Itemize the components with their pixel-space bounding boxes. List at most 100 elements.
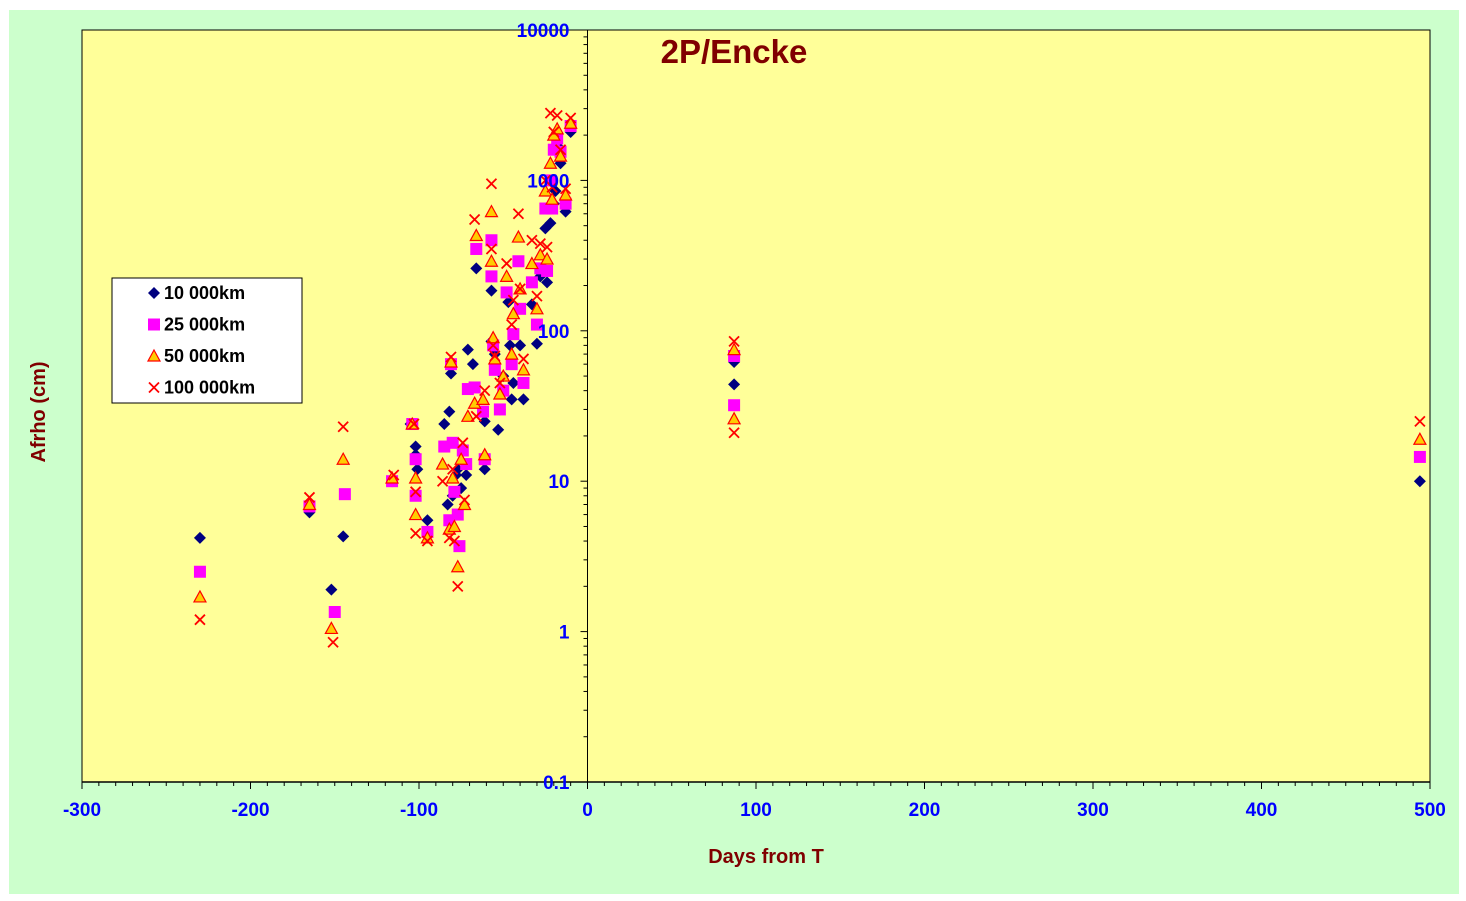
data-point xyxy=(478,415,491,428)
data-point xyxy=(444,354,459,368)
data-point xyxy=(303,506,316,519)
data-point xyxy=(328,605,341,618)
data-point xyxy=(452,580,464,592)
data-point xyxy=(409,453,422,466)
data-point xyxy=(408,507,423,521)
data-point xyxy=(435,456,450,470)
data-point xyxy=(479,385,491,397)
y-tick-label: 100 xyxy=(538,322,570,343)
y-tick-label: 10000 xyxy=(517,21,570,42)
data-point xyxy=(525,276,538,289)
data-point xyxy=(543,156,558,169)
data-point xyxy=(411,463,424,476)
data-point xyxy=(194,614,206,626)
data-point xyxy=(446,436,459,449)
data-point xyxy=(1413,475,1426,488)
legend-label: 50 000km xyxy=(164,346,245,366)
data-point xyxy=(494,377,506,389)
data-point xyxy=(485,178,498,190)
data-point xyxy=(485,284,498,297)
data-point xyxy=(546,181,558,193)
legend: 10 000km 25 000km 50 000km 100 000km xyxy=(111,277,303,404)
data-point xyxy=(544,107,557,119)
data-point xyxy=(486,330,501,344)
legend-marker xyxy=(146,348,162,362)
data-point xyxy=(336,451,351,465)
data-point xyxy=(728,335,740,348)
legend-marker xyxy=(148,318,160,331)
data-point xyxy=(554,144,567,156)
series-3 xyxy=(192,115,1427,635)
data-point xyxy=(541,241,553,253)
data-point xyxy=(484,204,499,218)
data-point xyxy=(324,621,339,635)
data-point xyxy=(409,440,422,453)
y-axis-title: Afrho (cm) xyxy=(28,361,50,462)
data-point xyxy=(461,343,474,356)
data-point xyxy=(327,636,339,648)
data-point xyxy=(493,403,506,416)
data-point xyxy=(445,351,457,363)
data-point xyxy=(505,358,518,371)
data-point xyxy=(1413,450,1426,463)
y-tick-label: 1 xyxy=(559,623,570,644)
data-point xyxy=(507,328,520,341)
legend-marker xyxy=(148,381,160,394)
data-point xyxy=(457,437,469,449)
data-point xyxy=(553,148,568,162)
data-point xyxy=(460,468,473,481)
data-point xyxy=(303,491,316,504)
data-point xyxy=(530,337,543,350)
legend-marker xyxy=(148,287,160,299)
data-point xyxy=(512,255,525,268)
x-tick-label: 500 xyxy=(1414,800,1446,821)
data-point xyxy=(470,262,483,275)
data-point xyxy=(409,527,422,539)
data-point xyxy=(514,283,526,295)
data-point xyxy=(454,451,469,465)
data-point xyxy=(506,318,518,331)
plot-area xyxy=(81,29,1431,783)
data-point xyxy=(534,237,546,250)
data-point xyxy=(445,367,458,380)
data-point xyxy=(468,213,481,226)
y-tick-label: 0.1 xyxy=(543,773,570,794)
data-point xyxy=(466,358,479,371)
data-point xyxy=(470,410,482,422)
data-point xyxy=(504,346,519,360)
data-point xyxy=(436,475,449,487)
data-point xyxy=(559,183,572,195)
data-point xyxy=(499,269,514,282)
data-point xyxy=(192,589,207,603)
data-point xyxy=(485,234,498,247)
data-point xyxy=(468,381,481,394)
data-point xyxy=(541,276,554,289)
data-point xyxy=(441,498,454,511)
data-point xyxy=(443,405,456,418)
data-points xyxy=(192,107,1427,648)
data-point xyxy=(447,519,462,533)
data-point xyxy=(526,234,538,246)
data-point xyxy=(506,306,521,320)
data-point xyxy=(507,376,520,389)
axis-ticks xyxy=(81,29,1431,789)
legend-label: 100 000km xyxy=(164,378,255,398)
data-point xyxy=(485,270,498,283)
data-point xyxy=(193,565,206,578)
data-point xyxy=(727,411,742,425)
data-point xyxy=(541,264,554,277)
data-point xyxy=(448,485,461,498)
legend-box xyxy=(111,277,303,404)
data-point xyxy=(517,393,530,406)
data-point xyxy=(516,362,531,376)
data-point xyxy=(409,489,422,502)
data-point xyxy=(337,421,349,433)
data-point xyxy=(443,532,455,544)
x-tick-labels: -300 -200 -100 0 100 200 300 400 500 xyxy=(63,800,1446,821)
data-point xyxy=(548,126,560,138)
data-point xyxy=(489,350,501,362)
data-point xyxy=(524,256,539,270)
data-point xyxy=(447,463,459,475)
data-point xyxy=(485,243,498,255)
